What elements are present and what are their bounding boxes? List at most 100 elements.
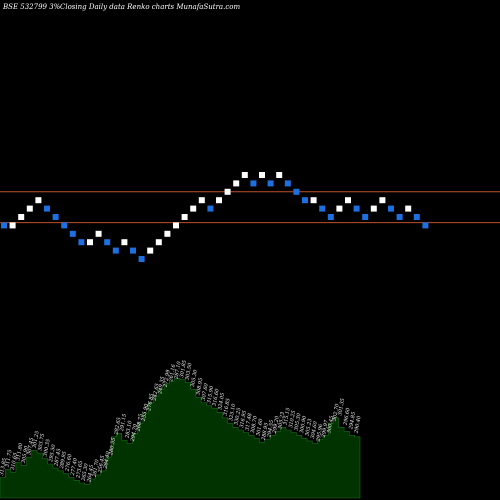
volume-label: 273.65: [75, 460, 84, 479]
renko-brick-down: [61, 222, 68, 229]
renko-brick-down: [104, 239, 111, 246]
volume-label: 299.20: [272, 415, 281, 435]
renko-bricks: [1, 172, 429, 262]
volume-label: 283.10: [124, 419, 133, 439]
volume-label: 276.60: [64, 453, 73, 473]
volume-label: 316.85: [223, 398, 232, 416]
renko-brick-down: [302, 197, 308, 204]
volume-label: 313.85: [0, 458, 8, 476]
renko-brick-up: [241, 172, 248, 178]
renko-brick-up: [370, 205, 377, 212]
renko-brick-down: [396, 214, 403, 220]
volume-label: 301.85: [179, 360, 188, 378]
volume-label: 300.45: [326, 415, 335, 433]
volume-labels: 313.85311.75310.65311.80305.90307.45301.…: [0, 360, 363, 484]
volume-label: 308.70: [250, 415, 259, 434]
volume-label: 296.60: [342, 407, 351, 427]
renko-brick-up: [336, 205, 343, 212]
renko-brick-down: [422, 222, 429, 229]
volume-label: 288.95: [261, 422, 270, 441]
volume-label: 311.75: [5, 449, 14, 467]
volume-label: 287.45: [53, 448, 62, 467]
volume-label: 310.25: [288, 410, 297, 428]
renko-brick-up: [310, 197, 317, 204]
volume-area-path: [0, 378, 361, 499]
renko-brick-up: [9, 222, 16, 229]
renko-brick-up: [224, 188, 231, 195]
renko-brick-down: [267, 180, 274, 187]
volume-label: 291.15: [119, 413, 128, 432]
volume-label: 265.30: [81, 462, 90, 482]
renko-brick-up: [190, 205, 197, 212]
renko-brick-down: [52, 214, 59, 220]
volume-label: 307.60: [201, 382, 210, 401]
renko-brick-down: [78, 239, 85, 246]
volume-label: 294.85: [348, 411, 357, 430]
volume-label: 284.40: [102, 450, 111, 470]
renko-brick-up: [259, 172, 265, 178]
volume-label: 290.40: [353, 415, 362, 435]
volume-label: 276.85: [146, 393, 155, 412]
volume-label: 303.75: [37, 433, 46, 451]
renko-brick-up: [216, 197, 222, 204]
renko-brick-down: [44, 205, 50, 212]
volume-label: 282.65: [113, 417, 122, 436]
renko-brick-down: [353, 205, 360, 212]
renko-brick-up: [26, 205, 33, 212]
renko-brick-up: [147, 247, 154, 254]
renko-brick-up: [35, 197, 42, 204]
renko-brick-up: [198, 197, 205, 204]
volume-label: 300.35: [43, 439, 52, 457]
volume-label: 242.65: [152, 383, 161, 402]
renko-brick-down: [327, 214, 334, 220]
renko-brick-down: [207, 205, 214, 212]
renko-brick-down: [319, 205, 326, 212]
volume-label: 261.70: [92, 458, 101, 478]
reference-lines: [0, 191, 500, 224]
volume-label: 316.95: [239, 410, 248, 428]
volume-label: 301.25: [32, 430, 41, 448]
symbol-label: BSE 532799 3%: [2, 3, 61, 11]
renko-brick-up: [405, 205, 412, 212]
volume-label: 300.90: [299, 415, 308, 434]
renko-brick-down: [112, 247, 119, 254]
volume-label: 311.80: [15, 442, 24, 461]
volume-label: 264.45: [86, 464, 95, 483]
renko-brick-up: [181, 214, 188, 220]
renko-brick-up: [87, 239, 93, 246]
volume-label: 325.10: [228, 402, 237, 421]
renko-brick-up: [164, 230, 171, 237]
chart-header: BSE 532799 3% Closing Daily data Renko c…: [2, 3, 240, 11]
renko-brick-down: [388, 205, 394, 212]
volume-label: 315.15: [283, 407, 292, 425]
volume-label: 261.16: [168, 363, 177, 383]
renko-brick-up: [345, 197, 351, 204]
renko-brick-up: [276, 172, 283, 178]
renko-brick-up: [233, 180, 240, 187]
volume-label: 289.95: [59, 451, 68, 470]
volume-label: 294.55: [266, 420, 275, 439]
volume-label: 324.05: [217, 392, 226, 410]
renko-brick-up: [18, 214, 25, 220]
renko-brick-up: [173, 222, 179, 229]
volume-label: 305.23: [305, 418, 314, 436]
renko-brick-down: [362, 214, 369, 220]
volume-label: 287.10: [173, 360, 182, 380]
renko-brick-down: [413, 214, 420, 220]
volume-label: 256.45: [97, 455, 106, 474]
renko-brick-up: [379, 197, 386, 204]
volume-label: 305.23: [277, 411, 286, 429]
volume-label: 277.40: [70, 457, 79, 477]
volume-label: 280.55: [108, 437, 117, 456]
volume-label: 249.35: [157, 376, 166, 395]
volume-label: 315.90: [206, 385, 215, 404]
volume-label: 308.95: [195, 377, 204, 395]
volume-label: 317.48: [245, 413, 254, 431]
renko-brick-down: [250, 180, 257, 187]
volume-label: 272.99: [162, 368, 171, 388]
volume-label: 330.25: [234, 407, 243, 425]
renko-brick-up: [121, 239, 128, 246]
volume-label: 301.60: [255, 417, 264, 436]
renko-brick-down: [130, 247, 136, 254]
renko-brick-down: [138, 256, 145, 262]
